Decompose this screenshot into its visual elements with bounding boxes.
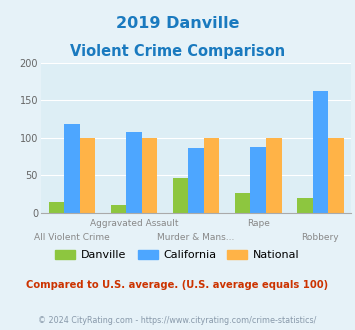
Bar: [173, 178, 189, 213]
Bar: [64, 124, 80, 213]
Text: Rape: Rape: [247, 219, 270, 228]
Bar: [126, 132, 142, 213]
Text: Aggravated Assault: Aggravated Assault: [90, 219, 178, 228]
Bar: [189, 148, 204, 213]
Bar: [49, 202, 64, 213]
Text: All Violent Crime: All Violent Crime: [34, 233, 110, 242]
Bar: [80, 138, 95, 213]
Legend: Danville, California, National: Danville, California, National: [51, 245, 304, 265]
Text: Violent Crime Comparison: Violent Crime Comparison: [70, 44, 285, 59]
Bar: [313, 91, 328, 213]
Bar: [204, 138, 219, 213]
Text: Robbery: Robbery: [302, 233, 339, 242]
Bar: [297, 198, 313, 213]
Bar: [142, 138, 157, 213]
Text: Compared to U.S. average. (U.S. average equals 100): Compared to U.S. average. (U.S. average …: [26, 280, 329, 290]
Bar: [328, 138, 344, 213]
Bar: [235, 193, 251, 213]
Bar: [266, 138, 282, 213]
Text: © 2024 CityRating.com - https://www.cityrating.com/crime-statistics/: © 2024 CityRating.com - https://www.city…: [38, 315, 317, 325]
Bar: [111, 205, 126, 213]
Text: 2019 Danville: 2019 Danville: [116, 16, 239, 31]
Bar: [251, 147, 266, 213]
Text: Murder & Mans...: Murder & Mans...: [158, 233, 235, 242]
